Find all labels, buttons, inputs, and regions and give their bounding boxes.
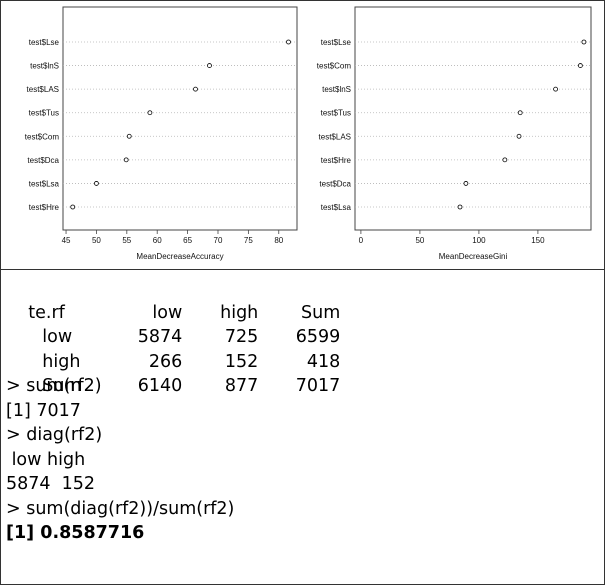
data-point bbox=[126, 133, 132, 139]
category-label: test$Tus bbox=[29, 109, 59, 118]
x-tick-label: 75 bbox=[244, 236, 253, 245]
cell-sum-high: 877 bbox=[224, 376, 259, 396]
category-label: test$Lse bbox=[29, 38, 60, 47]
x-tick-label: 65 bbox=[183, 236, 192, 245]
cell-high-sum: 418 bbox=[306, 351, 341, 372]
console-command: > sum(rf2) bbox=[6, 376, 102, 396]
data-point bbox=[123, 157, 129, 163]
console-output: [1] 7017 bbox=[6, 400, 81, 421]
data-point bbox=[147, 110, 153, 116]
x-tick-label: 55 bbox=[122, 236, 131, 245]
data-point bbox=[70, 204, 76, 210]
data-point bbox=[286, 39, 291, 45]
table-row: low 5874 725 6599 bbox=[6, 301, 596, 347]
diag-values: 5874 152 bbox=[6, 474, 96, 494]
category-label: test$Tus bbox=[321, 109, 351, 118]
category-label: test$lnS bbox=[30, 62, 59, 71]
plot-panel-2 bbox=[354, 6, 592, 231]
x-axis-label: MeanDecreaseAccuracy bbox=[136, 252, 223, 261]
data-point bbox=[577, 63, 583, 68]
cell-low-low: 5874 bbox=[137, 327, 183, 347]
x-tick-label: 100 bbox=[472, 236, 486, 245]
category-label: test$Hre bbox=[321, 156, 352, 165]
r-console-output: te.rf low high Sum low 5874 725 6599 high 266 15… bbox=[6, 276, 596, 546]
x-tick-label: 70 bbox=[214, 236, 223, 245]
x-tick-label: 60 bbox=[153, 236, 162, 245]
category-label: test$Lse bbox=[321, 38, 352, 47]
diag-header: low high bbox=[6, 449, 86, 470]
x-tick-label: 50 bbox=[92, 236, 101, 245]
x-tick-label: 150 bbox=[531, 236, 545, 245]
row-label-high: high bbox=[42, 351, 81, 372]
category-label: test$LAS bbox=[319, 132, 351, 141]
data-point bbox=[517, 110, 523, 116]
data-point bbox=[94, 181, 99, 186]
table-col-high: high bbox=[220, 302, 259, 323]
category-label: test$Com bbox=[25, 132, 60, 141]
data-point bbox=[516, 133, 522, 139]
x-tick-label: 45 bbox=[62, 236, 71, 245]
varimp-plots-svg: test$Lse test$lnS test$LAS test$Tus test$Com… bbox=[25, 6, 592, 261]
table-row: Sum 6140 877 7017 bbox=[6, 350, 596, 396]
plot-panel-1 bbox=[62, 6, 298, 231]
table-col-sum: Sum bbox=[301, 302, 341, 323]
accuracy-result: [1] 0.8587716 bbox=[6, 523, 145, 543]
cell-sum-sum: 7017 bbox=[295, 376, 341, 396]
table-col-low: low bbox=[152, 302, 183, 323]
row-label-low: low bbox=[42, 327, 73, 347]
data-point bbox=[207, 63, 212, 68]
category-label: test$Lsa bbox=[29, 179, 60, 188]
cell-high-high: 152 bbox=[224, 351, 259, 372]
plot-console-divider bbox=[0, 269, 605, 270]
console-command: > sum(diag(rf2))/sum(rf2) bbox=[6, 498, 235, 519]
cell-high-low: 266 bbox=[148, 351, 183, 372]
data-point bbox=[553, 86, 558, 92]
data-point bbox=[193, 86, 198, 92]
x-tick-label: 50 bbox=[415, 236, 424, 245]
category-label: test$LAS bbox=[27, 85, 59, 94]
table-header-row: te.rf low high Sum bbox=[6, 276, 596, 323]
varimp-plot-area: test$Lse test$lnS test$LAS test$Tus test$Com… bbox=[1, 1, 604, 269]
console-command: > diag(rf2) bbox=[6, 425, 103, 445]
data-point bbox=[502, 157, 508, 163]
cell-sum-low: 6140 bbox=[137, 376, 183, 396]
table-corner-label: te.rf bbox=[28, 302, 65, 323]
category-label: test$Dca bbox=[319, 179, 351, 188]
data-point bbox=[457, 204, 463, 210]
data-point bbox=[581, 39, 587, 45]
category-label: test$Com bbox=[317, 62, 352, 71]
cell-low-high: 725 bbox=[224, 327, 259, 347]
x-axis-label: MeanDecreaseGini bbox=[439, 252, 508, 261]
table-row: high 266 152 418 bbox=[6, 325, 596, 372]
category-label: test$Hre bbox=[29, 203, 60, 212]
category-label: test$lnS bbox=[322, 85, 351, 94]
category-label: test$Lsa bbox=[321, 203, 352, 212]
data-point bbox=[463, 181, 469, 186]
row-label-sum: Sum bbox=[42, 376, 82, 396]
cell-low-sum: 6599 bbox=[295, 327, 341, 347]
x-tick-label: 80 bbox=[274, 236, 283, 245]
category-label: test$Dca bbox=[27, 156, 59, 165]
x-tick-label: 0 bbox=[359, 236, 364, 245]
